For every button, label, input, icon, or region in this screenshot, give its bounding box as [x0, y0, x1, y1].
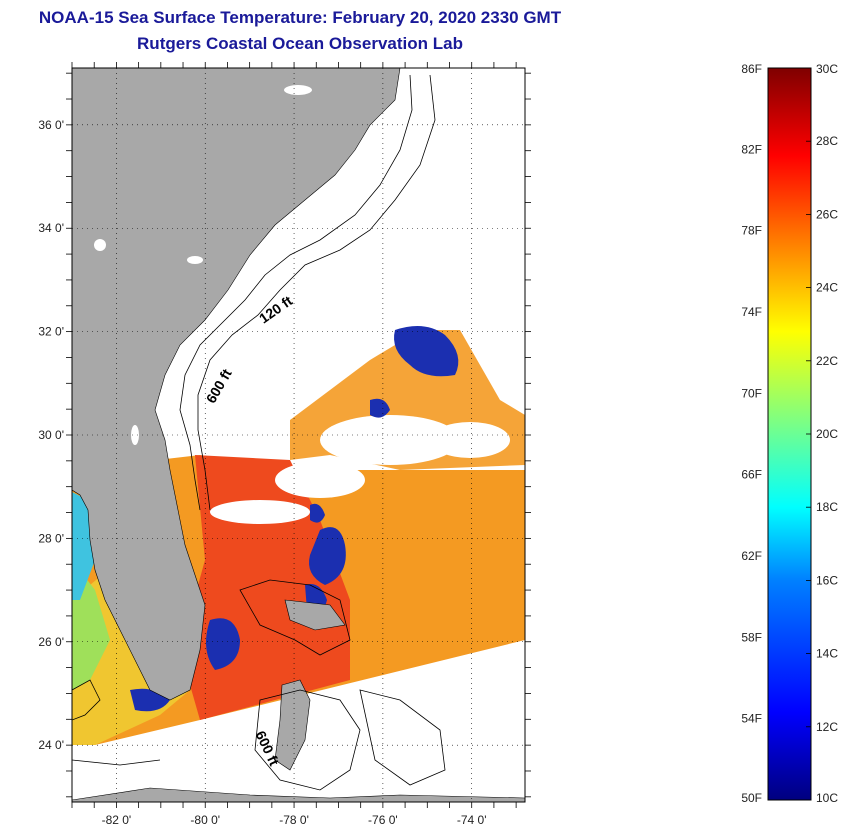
lake — [187, 256, 203, 264]
isobath-gulf — [72, 679, 161, 766]
latitude-labels: 36 0' 34 0' 32 0' 30 0' 28 0' 26 0' 24 0' — [38, 118, 64, 752]
longitude-label: -74 0' — [457, 813, 487, 827]
cold-patch — [206, 618, 240, 670]
colorbar-f-label: 78F — [741, 224, 762, 238]
colorbar — [767, 67, 812, 801]
isobath-bahamas — [239, 579, 446, 791]
isobath-120ft — [179, 74, 413, 511]
cold-patch — [370, 398, 390, 418]
land-us-coast — [72, 68, 401, 701]
latitude-label: 32 0' — [38, 325, 64, 339]
land-bahamas-andros — [274, 679, 311, 771]
latitude-label: 30 0' — [38, 428, 64, 442]
longitude-labels: -82 0' -80 0' -78 0' -76 0' -74 0' — [102, 813, 487, 827]
colorbar-f-label: 66F — [741, 468, 762, 482]
cloud-patch — [210, 500, 310, 524]
map-subtitle: Rutgers Coastal Ocean Observation Lab — [137, 34, 463, 53]
colorbar-c-label: 24C — [816, 281, 838, 295]
land-bahamas-grand — [284, 599, 346, 631]
cloud-patch — [275, 462, 365, 498]
map-frame — [71, 67, 526, 803]
isobath-600ft — [197, 74, 436, 511]
colorbar-c-label: 10C — [816, 791, 838, 805]
graticule — [66, 62, 531, 808]
colorbar-c-label: 16C — [816, 573, 838, 587]
colorbar-c-label: 18C — [816, 500, 838, 514]
cloud-patch — [430, 422, 510, 458]
lake — [131, 425, 139, 445]
longitude-label: -76 0' — [368, 813, 398, 827]
cold-patch — [394, 326, 459, 377]
latitude-label: 36 0' — [38, 118, 64, 132]
colorbar-f-label: 54F — [741, 712, 762, 726]
colorbar-c-label: 14C — [816, 647, 838, 661]
latitude-label: 28 0' — [38, 531, 64, 545]
colorbar-c-label: 26C — [816, 207, 838, 221]
colorbar-f-label: 82F — [741, 142, 762, 156]
colorbar-fahrenheit-labels: 86F 82F 78F 74F 70F 66F 62F 58F 54F 50F — [741, 62, 762, 805]
colorbar-f-label: 70F — [741, 386, 762, 400]
map-title: NOAA-15 Sea Surface Temperature: Februar… — [38, 8, 562, 27]
colorbar-c-label: 28C — [816, 134, 838, 148]
colorbar-c-label: 12C — [816, 720, 838, 734]
longitude-label: -78 0' — [279, 813, 309, 827]
colorbar-f-label: 86F — [741, 62, 762, 76]
lake — [94, 239, 106, 251]
cloud-patch — [320, 415, 460, 465]
colorbar-c-label: 22C — [816, 354, 838, 368]
colorbar-c-label: 20C — [816, 427, 838, 441]
cold-patch — [309, 527, 346, 585]
colorbar-celsius-labels: 30C 28C 26C 24C 22C 20C 18C 16C 14C 12C 10C — [806, 62, 838, 805]
latitude-label: 26 0' — [38, 635, 64, 649]
land-cuba — [72, 787, 525, 802]
latitude-label: 24 0' — [38, 738, 64, 752]
longitude-label: -80 0' — [190, 813, 220, 827]
cold-patch — [310, 503, 325, 523]
colorbar-f-label: 58F — [741, 630, 762, 644]
colorbar-f-label: 50F — [741, 791, 762, 805]
longitude-label: -82 0' — [102, 813, 132, 827]
latitude-label: 34 0' — [38, 221, 64, 235]
colorbar-f-label: 62F — [741, 549, 762, 563]
lake — [284, 85, 312, 95]
colorbar-f-label: 74F — [741, 305, 762, 319]
colorbar-c-label: 30C — [816, 62, 838, 76]
